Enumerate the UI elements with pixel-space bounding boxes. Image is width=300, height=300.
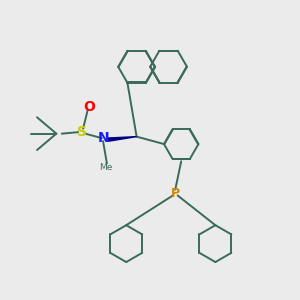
- Text: S: S: [76, 125, 87, 139]
- Text: N: N: [98, 131, 110, 145]
- Text: P: P: [171, 187, 180, 200]
- Polygon shape: [108, 136, 136, 141]
- Text: Me: Me: [99, 163, 112, 172]
- Text: O: O: [83, 100, 95, 114]
